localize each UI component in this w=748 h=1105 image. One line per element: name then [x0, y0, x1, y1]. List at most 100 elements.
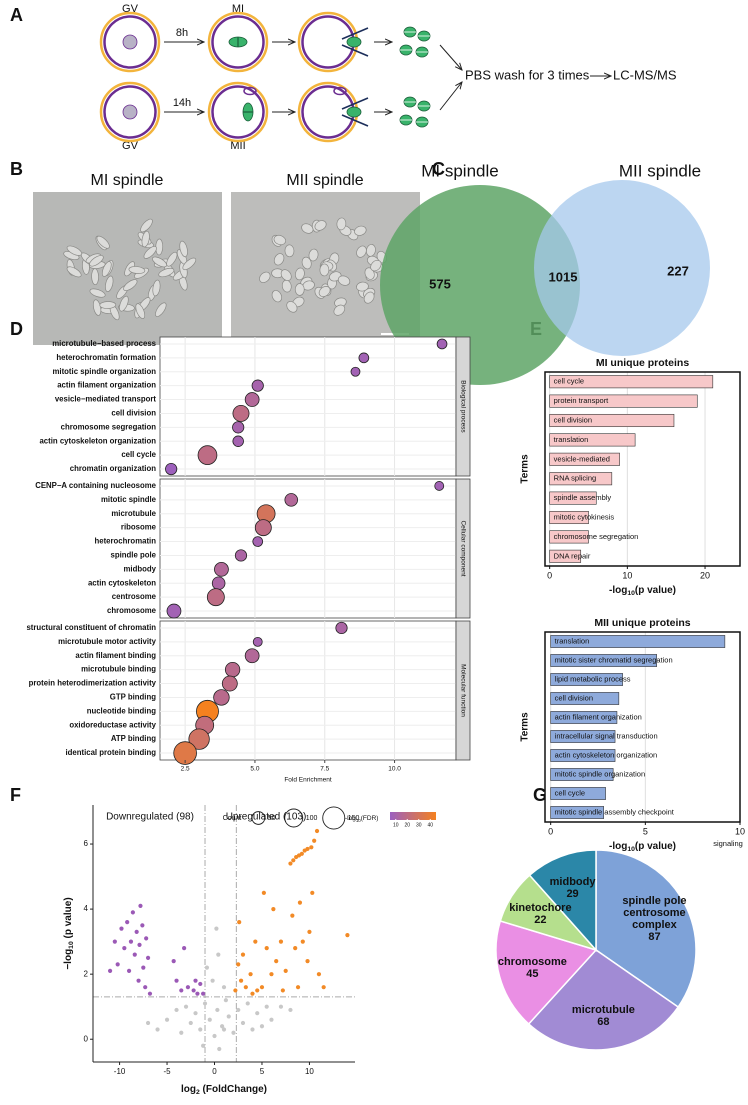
point — [278, 939, 284, 944]
oocyte-image — [155, 238, 164, 256]
point — [288, 1007, 293, 1013]
term-label: GTP binding — [110, 693, 156, 702]
point — [248, 972, 253, 977]
bar-label: mitotic cytokinesis — [554, 512, 615, 521]
bar — [549, 472, 613, 486]
chart-title: MII unique proteins — [594, 617, 690, 629]
legend-title: Count — [223, 815, 242, 822]
pie-slice — [495, 920, 598, 1026]
colorbar-label: 10 — [393, 822, 399, 828]
oocyte-image — [119, 295, 129, 312]
stage-label: MII — [230, 140, 245, 152]
oocyte-image — [66, 266, 82, 278]
y-tick-label: 0 — [84, 1034, 89, 1043]
legend-dot — [251, 811, 266, 825]
oocyte-image — [89, 255, 104, 267]
legend-title: -log10(FDR) — [345, 815, 378, 823]
time-label: 14h — [173, 97, 191, 109]
dot — [335, 621, 348, 635]
point — [195, 991, 200, 996]
label-part: (FoldChange) — [200, 1084, 267, 1095]
oocyte-image — [319, 263, 330, 277]
dot — [232, 421, 245, 434]
bar-label: translation — [554, 435, 589, 444]
bar-label: chromosome segregation — [554, 532, 639, 541]
point — [316, 972, 322, 977]
oocyte-image — [155, 302, 167, 317]
point — [204, 965, 210, 970]
bar-label: RNA splicing — [554, 474, 597, 483]
dot — [234, 549, 248, 562]
point — [231, 1030, 236, 1035]
point — [295, 985, 301, 990]
slice-label: chromosome 45 — [484, 956, 580, 980]
point — [138, 903, 143, 908]
point — [264, 1004, 269, 1009]
dot — [350, 366, 361, 377]
bar — [550, 768, 614, 781]
dot — [434, 481, 445, 491]
dot — [211, 576, 226, 591]
oocyte-image — [301, 256, 312, 270]
slice-label: midbody 29 — [525, 876, 621, 900]
bar-label: cell division — [554, 415, 592, 424]
image-title: MII spindle — [286, 172, 363, 189]
dot — [232, 405, 250, 422]
bar — [549, 413, 675, 428]
bar — [550, 806, 604, 819]
bar-label: cell division — [555, 693, 593, 702]
bar — [549, 452, 620, 466]
point — [240, 952, 246, 957]
label-part: −log — [63, 949, 74, 970]
point — [207, 1017, 212, 1022]
point — [122, 946, 127, 951]
x-tick-label: 7.5 — [320, 766, 329, 773]
term-label: actin filament organization — [57, 381, 156, 390]
point — [264, 946, 269, 951]
point — [145, 955, 151, 960]
arrow — [439, 44, 462, 70]
plot-frame — [544, 631, 741, 823]
point — [132, 952, 137, 957]
venn-set — [380, 185, 580, 385]
term-label: actin filament binding — [75, 651, 156, 660]
point — [226, 1014, 231, 1019]
point — [125, 920, 130, 925]
point — [309, 845, 314, 850]
bar — [550, 787, 606, 800]
point — [220, 1024, 225, 1029]
bar-label: protein transport — [554, 396, 610, 405]
facet-strip — [455, 478, 471, 619]
label-part: -log — [609, 585, 627, 596]
point — [345, 933, 350, 938]
point — [164, 1017, 170, 1022]
oocyte-image — [333, 304, 346, 316]
point — [191, 988, 196, 993]
y-axis-title: Terms — [520, 454, 531, 484]
term-label: actin cytoskeleton — [88, 578, 156, 587]
bar-label: mitotic spindle assembly checkpoint — [555, 807, 675, 816]
image-title: MI spindle — [91, 172, 164, 189]
oocyte-image — [152, 256, 168, 268]
colorbar-label: 30 — [416, 822, 422, 828]
label-part: 10 — [68, 941, 75, 949]
venn-set-name: MII spindle — [619, 161, 701, 180]
dot — [206, 588, 225, 607]
term-label: ribosome — [121, 523, 157, 532]
point — [212, 1033, 217, 1039]
term-label: mitotic spindle — [101, 495, 157, 504]
term-label: heterochromatin — [94, 537, 156, 546]
point — [274, 959, 279, 964]
point — [140, 923, 145, 928]
oocyte-image — [318, 286, 331, 297]
oocyte-membrane — [211, 85, 265, 139]
annotation: signaling — [713, 839, 743, 848]
plot-frame — [544, 371, 741, 567]
panel-letter: C — [432, 159, 445, 179]
label-part: (p value) — [635, 841, 676, 852]
point — [269, 1017, 274, 1022]
dot — [252, 636, 263, 647]
bar-label: intracellular signal transduction — [555, 731, 658, 740]
x-tick-label: 10 — [622, 570, 632, 580]
